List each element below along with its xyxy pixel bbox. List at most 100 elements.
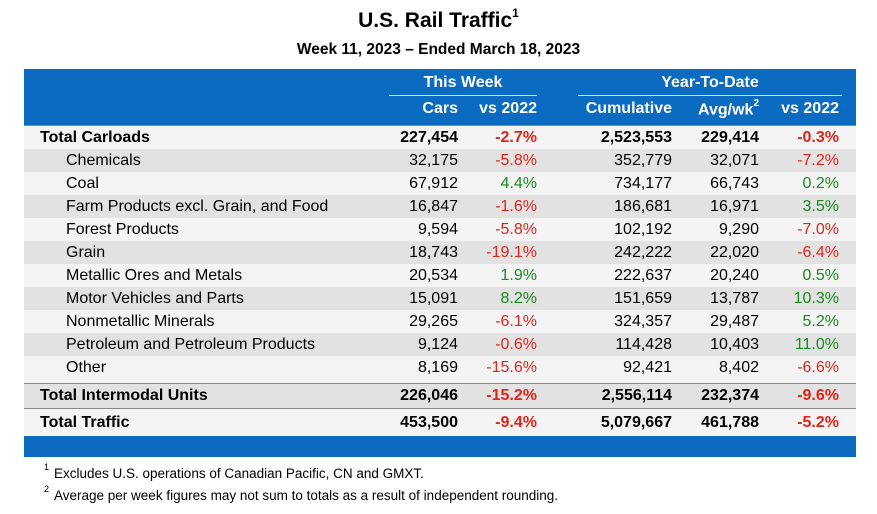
cars-value: 18,743: [409, 244, 458, 261]
avg-wk-value: 16,971: [710, 198, 759, 215]
row-label: Forest Products: [66, 221, 179, 238]
table-row: Total Traffic 453,500 -9.4% 5,079,667 46…: [24, 411, 856, 434]
row-label: Motor Vehicles and Parts: [66, 290, 244, 307]
ytd-change-value: 0.2%: [802, 175, 839, 192]
table-row: Grain 18,743 -19.1% 242,222 22,020 -6.4%: [24, 241, 856, 264]
table-body: Total Carloads 227,454 -2.7% 2,523,553 2…: [24, 125, 856, 436]
cumulative-value: 186,681: [614, 198, 672, 215]
row-label: Grain: [66, 244, 106, 261]
ytd-change-value: -5.2%: [797, 414, 839, 431]
cumulative-value: 222,637: [614, 267, 672, 284]
week-change-value: -19.1%: [486, 244, 537, 261]
row-label: Total Carloads: [40, 129, 150, 146]
cars-value: 226,046: [400, 387, 458, 404]
ytd-group-label: Year-To-Date: [661, 74, 759, 91]
footnote-1: 1 Excludes U.S. operations of Canadian Pa…: [44, 462, 424, 481]
avg-wk-value: 461,788: [701, 414, 759, 431]
table-row: Chemicals 32,175 -5.8% 352,779 32,071 -7…: [24, 149, 856, 172]
cars-value: 9,594: [417, 221, 458, 238]
cars-value: 15,091: [409, 290, 458, 307]
cumulative-value: 352,779: [614, 152, 672, 169]
cumulative-value: 5,079,667: [600, 414, 672, 431]
avg-wk-value: 229,414: [701, 129, 759, 146]
week-change-value: -0.6%: [495, 336, 537, 353]
ytd-vs2022-column-header: vs 2022: [781, 100, 839, 117]
cars-value: 67,912: [409, 175, 458, 192]
ytd-change-value: 3.5%: [802, 198, 839, 215]
table-row: Other 8,169 -15.6% 92,421 8,402 -6.6%: [24, 356, 856, 379]
table-row: Total Intermodal Units 226,046 -15.2% 2,…: [24, 384, 856, 408]
week-vs2022-column-header: vs 2022: [479, 100, 537, 117]
footnote-2: 2 Average per week figures may not sum to…: [44, 484, 559, 503]
cumulative-value: 2,523,553: [600, 129, 672, 146]
row-separator: [24, 408, 856, 409]
table-header: This Week Year-To-Date Cars vs 2022 Cumu…: [24, 69, 856, 125]
avg-wk-value: 10,403: [710, 336, 759, 353]
week-change-value: -2.7%: [495, 129, 537, 146]
ytd-change-value: 10.3%: [793, 290, 839, 307]
footnote-mark: 1: [44, 462, 50, 472]
row-label: Total Traffic: [40, 414, 130, 431]
cumulative-value: 242,222: [614, 244, 672, 261]
week-change-value: -9.4%: [495, 414, 537, 431]
row-label: Petroleum and Petroleum Products: [66, 336, 316, 353]
row-label: Nonmetallic Minerals: [66, 313, 215, 330]
avg-wk-value: 32,071: [710, 152, 759, 169]
avg-wk-value: 66,743: [710, 175, 759, 192]
footnote-mark: 2: [44, 484, 50, 494]
avg-wk-value: 29,487: [710, 313, 759, 330]
avg-wk-footnote-mark: 2: [753, 98, 759, 109]
cars-value: 9,124: [417, 336, 458, 353]
cars-value: 29,265: [409, 313, 458, 330]
row-label: Coal: [66, 175, 99, 192]
ytd-change-value: -6.6%: [797, 359, 839, 376]
ytd-change-value: -0.3%: [797, 129, 839, 146]
table-row: Nonmetallic Minerals 29,265 -6.1% 324,35…: [24, 310, 856, 333]
this-week-rule: [389, 95, 537, 96]
table-row: Metallic Ores and Metals 20,534 1.9% 222…: [24, 264, 856, 287]
cars-value: 16,847: [409, 198, 458, 215]
row-label: Chemicals: [66, 152, 141, 169]
ytd-rule: [578, 95, 842, 96]
avg-wk-column-header: Avg/wk2: [698, 98, 759, 119]
avg-wk-value: 8,402: [718, 359, 759, 376]
cumulative-value: 151,659: [614, 290, 672, 307]
cars-value: 32,175: [409, 152, 458, 169]
cumulative-value: 92,421: [623, 359, 672, 376]
cumulative-value: 2,556,114: [601, 387, 672, 404]
cars-value: 20,534: [409, 267, 458, 284]
row-label: Total Intermodal Units: [40, 387, 208, 404]
week-change-value: -1.6%: [495, 198, 537, 215]
week-change-value: 4.4%: [500, 175, 537, 192]
row-label: Metallic Ores and Metals: [66, 267, 243, 284]
cars-value: 453,500: [400, 414, 458, 431]
row-label: Other: [66, 359, 107, 376]
cumulative-value: 102,192: [614, 221, 672, 238]
ytd-change-value: -7.0%: [797, 221, 839, 238]
row-separator: [24, 383, 856, 384]
table-row: Farm Products excl. Grain, and Food 16,8…: [24, 195, 856, 218]
row-separator: [24, 125, 856, 126]
footnote-text: Excludes U.S. operations of Canadian Pac…: [54, 466, 424, 481]
ytd-change-value: 5.2%: [802, 313, 839, 330]
week-change-value: -5.8%: [495, 221, 537, 238]
avg-wk-value: 22,020: [710, 244, 759, 261]
avg-wk-label: Avg/wk: [698, 101, 754, 119]
ytd-change-value: -6.4%: [797, 244, 839, 261]
week-change-value: -6.1%: [495, 313, 537, 330]
table-row: Motor Vehicles and Parts 15,091 8.2% 151…: [24, 287, 856, 310]
table-row: Total Carloads 227,454 -2.7% 2,523,553 2…: [24, 126, 856, 149]
cumulative-value: 734,177: [614, 175, 672, 192]
row-label: Farm Products excl. Grain, and Food: [66, 198, 329, 215]
table-footer-bar: [24, 436, 856, 457]
cumulative-column-header: Cumulative: [585, 100, 672, 117]
week-change-value: -15.6%: [486, 359, 537, 376]
table-row: Forest Products 9,594 -5.8% 102,192 9,29…: [24, 218, 856, 241]
ytd-change-value: -7.2%: [797, 152, 839, 169]
avg-wk-value: 232,374: [701, 387, 759, 404]
table-subtitle: Week 11, 2023 – Ended March 18, 2023: [296, 41, 581, 58]
week-change-value: 8.2%: [500, 290, 537, 307]
cars-column-header: Cars: [422, 100, 458, 117]
cars-value: 8,169: [417, 359, 458, 376]
footnote-text: Average per week figures may not sum to …: [54, 488, 559, 503]
